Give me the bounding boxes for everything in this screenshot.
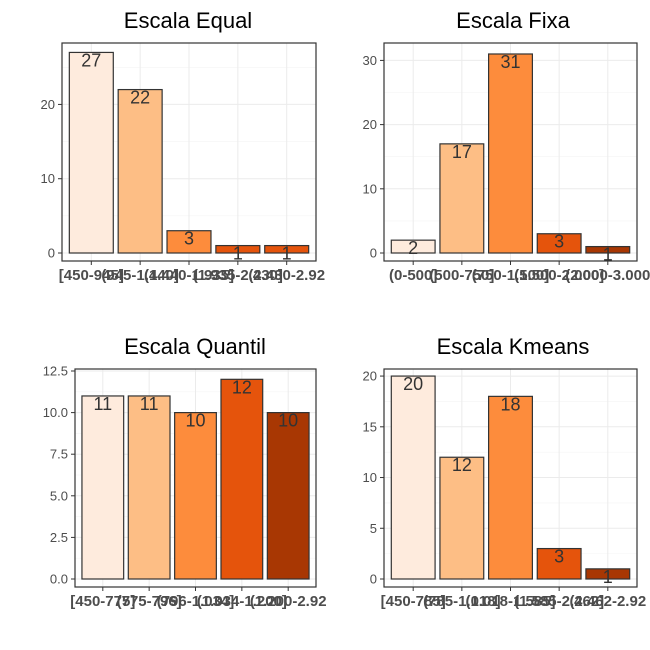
y-tick-label: 20 — [363, 369, 377, 384]
y-tick-label: 10.0 — [43, 405, 68, 420]
x-tick-label: [450-785] — [381, 593, 446, 610]
x-tick-label: (1.585-2.462] — [514, 593, 604, 610]
bar-5 — [266, 412, 310, 580]
bar-5 — [585, 568, 631, 580]
x-tick-label: (1.200-2.92 — [250, 593, 327, 610]
x-tick-label: (0-500] — [389, 267, 437, 284]
bar-3 — [488, 395, 533, 580]
data-label: 1 — [282, 244, 292, 264]
y-tick-label: 10 — [41, 171, 55, 186]
data-label: 2 — [408, 238, 418, 258]
data-label: 10 — [185, 411, 205, 431]
y-tick-label: 12.5 — [43, 364, 68, 379]
y-tick-label: 20 — [363, 117, 377, 132]
data-label: 17 — [452, 142, 472, 162]
y-tick-label: 5 — [370, 521, 377, 536]
bar-1 — [68, 51, 114, 254]
chart-title: Escala Quantil — [124, 334, 266, 359]
bar-1 — [390, 239, 436, 254]
data-label: 1 — [603, 245, 613, 265]
data-label: 3 — [184, 229, 194, 249]
y-tick-label: 0 — [370, 246, 377, 261]
x-tick-label: [450-945] — [59, 267, 124, 284]
data-label: 11 — [140, 394, 159, 414]
chart-panel-3: 11 111012100.02.55.07.510.012.5[450-775](… — [43, 334, 327, 610]
y-tick-label: 0 — [370, 572, 377, 587]
x-tick-label: (750-1.500] — [472, 267, 550, 284]
chart-panel-2: 21731310102030(0-500](500-750](750-1.500… — [363, 8, 650, 284]
y-tick-label: 15 — [363, 419, 377, 434]
data-label: 1 — [233, 244, 243, 264]
data-label: 10 — [278, 411, 298, 431]
data-label: 12 — [452, 455, 472, 475]
bar-4 — [536, 547, 582, 580]
y-tick-label: 0.0 — [50, 572, 68, 587]
data-label: 22 — [130, 88, 150, 108]
x-tick-label: (1.440-1.935] — [144, 267, 234, 284]
x-tick-label: (500-750] — [429, 267, 494, 284]
y-tick-label: 20 — [41, 97, 55, 112]
data-label: 20 — [403, 374, 423, 394]
y-tick-label: 2.5 — [50, 530, 68, 545]
x-tick-label: [450-775] — [70, 593, 135, 610]
y-tick-label: 5.0 — [50, 488, 68, 503]
y-tick-label: 10 — [363, 181, 377, 196]
bar-2 — [439, 143, 485, 254]
bar-2 — [439, 456, 485, 580]
bar-4 — [536, 233, 582, 254]
data-label: 3 — [554, 547, 564, 567]
data-label: 18 — [500, 394, 520, 414]
bar-5 — [585, 245, 631, 254]
bar-3 — [488, 53, 533, 254]
chart-title: Escala Kmeans — [437, 334, 590, 359]
bar-1 — [390, 375, 436, 580]
bar-2 — [127, 395, 171, 580]
bar-3 — [174, 412, 217, 580]
bar-5 — [264, 244, 310, 254]
chart-panel-4: 2012183105101520[450-785](785-1.018](1.0… — [363, 334, 647, 610]
x-tick-label: (1.034-1.200] — [197, 593, 287, 610]
chart-title: Escala Equal — [124, 8, 252, 33]
x-tick-label: (1.500-2.000] — [514, 267, 604, 284]
y-tick-label: 10 — [363, 470, 377, 485]
data-label: 1 — [603, 567, 613, 587]
data-label: 31 — [500, 52, 520, 72]
data-label: 3 — [554, 232, 564, 252]
x-tick-label: (796-1.034] — [157, 593, 235, 610]
y-tick-label: 7.5 — [50, 447, 68, 462]
data-label: 12 — [232, 377, 252, 397]
x-tick-label: (1.935-2.430] — [193, 267, 283, 284]
x-tick-label: (775-796] — [117, 593, 182, 610]
x-tick-label: (945-1.440] — [101, 267, 179, 284]
y-tick-label: 0 — [48, 246, 55, 261]
bar-2 — [117, 88, 163, 254]
bar-4 — [215, 244, 261, 254]
bar-4 — [220, 378, 264, 580]
data-label: 11 — [93, 394, 112, 414]
x-tick-label: (785-1.018] — [423, 593, 501, 610]
x-tick-label: (2.430-2.92 — [248, 267, 325, 284]
x-tick-label: (2.000-3.000 — [565, 267, 650, 284]
bar-3 — [166, 230, 212, 254]
bar-1 — [81, 395, 125, 580]
y-tick-label: 30 — [363, 53, 377, 68]
data-label: 27 — [81, 50, 101, 70]
x-tick-label: (2.462-2.92 — [569, 593, 646, 610]
chart-title: Escala Fixa — [456, 8, 570, 33]
x-tick-label: (1.018-1.585] — [465, 593, 555, 610]
